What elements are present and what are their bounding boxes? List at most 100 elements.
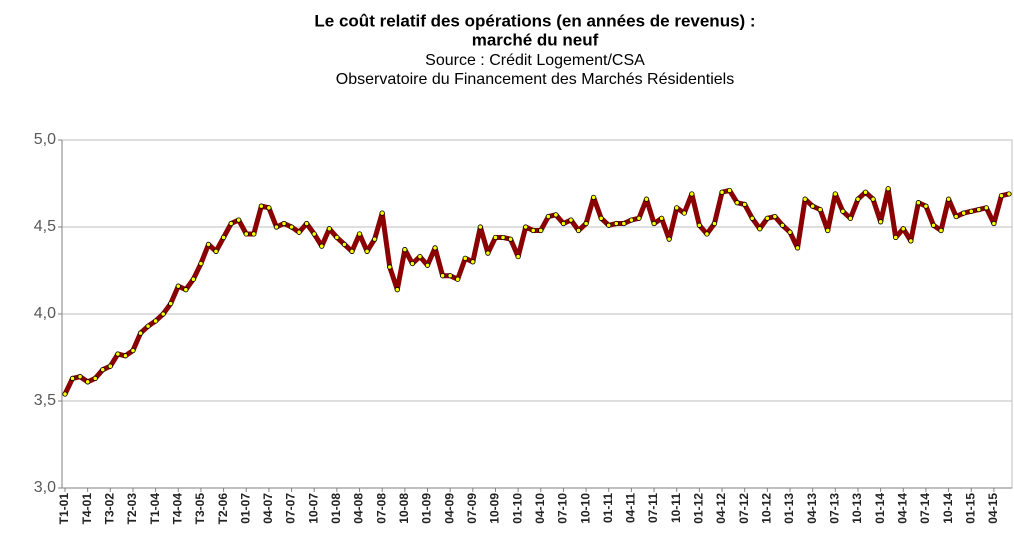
x-tick-label: 10-10 [578, 493, 592, 524]
point [749, 215, 755, 221]
point [462, 255, 468, 261]
point [908, 238, 914, 244]
point [455, 276, 461, 282]
point [870, 196, 876, 202]
point [606, 222, 612, 228]
point [424, 262, 431, 268]
point [296, 229, 302, 235]
x-tick-label: 04-08 [352, 493, 366, 524]
point [560, 220, 567, 227]
point [923, 203, 929, 209]
point [900, 226, 906, 232]
x-tick-label: 10-14 [941, 493, 955, 524]
point [817, 207, 823, 213]
point [742, 201, 748, 207]
point [130, 347, 136, 354]
x-tick-label: 07-13 [827, 493, 841, 524]
point [387, 264, 393, 270]
x-tick-label: T2-06 [216, 493, 230, 525]
point [243, 231, 249, 237]
point [213, 248, 219, 254]
point [515, 253, 521, 260]
source: Source : Crédit Logement/CSA [425, 52, 645, 69]
x-tick-label: T3-02 [102, 493, 116, 525]
x-tick-label: 04-11 [624, 493, 638, 523]
point [779, 222, 786, 228]
x-tick-label: T4-01 [80, 493, 94, 525]
point [356, 231, 363, 237]
point [545, 213, 551, 220]
x-tick-label: 04-15 [986, 493, 1000, 524]
x-tick-label: 04-09 [442, 493, 456, 524]
point [205, 241, 212, 247]
point [470, 259, 476, 265]
point [945, 196, 952, 202]
point [674, 205, 680, 211]
x-tick-label: 07-12 [737, 493, 751, 524]
y-tick-label: 3,0 [34, 479, 56, 496]
point [145, 323, 151, 329]
x-tick-label: 07-14 [918, 493, 932, 524]
x-tick-label: 01-13 [782, 493, 796, 524]
point [153, 318, 159, 324]
point [500, 234, 506, 241]
point [885, 186, 891, 192]
x-tick-label: T1-04 [148, 493, 162, 525]
point [643, 196, 650, 202]
point [507, 236, 514, 242]
point [220, 234, 227, 241]
point [553, 212, 559, 218]
point [681, 210, 687, 216]
x-tick-label: 01-15 [963, 493, 977, 524]
x-tick-label: 07-08 [374, 493, 388, 524]
point [379, 210, 385, 216]
x-tick-label: 10-12 [760, 493, 774, 524]
point [659, 215, 665, 221]
point [961, 210, 967, 216]
point [530, 227, 536, 234]
point [349, 248, 355, 254]
point [794, 245, 801, 251]
point [938, 227, 944, 234]
point [432, 245, 438, 251]
point [115, 351, 121, 357]
x-tick-label: 04-10 [533, 493, 547, 524]
point [825, 227, 831, 234]
point [628, 217, 635, 223]
point [787, 229, 793, 235]
x-tick-label: 10-11 [669, 493, 683, 523]
point [417, 253, 423, 260]
point [85, 379, 91, 385]
point [439, 273, 446, 279]
x-tick-label: 10-13 [850, 493, 864, 524]
y-tick-label: 4,0 [34, 305, 56, 322]
point [719, 189, 725, 195]
point [122, 353, 129, 359]
point [77, 374, 83, 380]
point [107, 363, 113, 369]
chart-subtitle: marché du neuf [472, 30, 599, 49]
x-tick-label: T2-03 [125, 493, 139, 525]
point [92, 375, 98, 381]
point [847, 215, 854, 221]
x-tick-label: 04-14 [895, 493, 909, 524]
point [236, 217, 242, 223]
point [266, 205, 272, 211]
point [409, 260, 415, 267]
point [764, 215, 770, 221]
point [651, 220, 657, 227]
point [893, 234, 899, 241]
point [228, 220, 234, 227]
point [636, 215, 642, 221]
point [757, 226, 763, 232]
point [190, 276, 196, 282]
point [810, 203, 816, 209]
point [840, 208, 846, 214]
x-tick-label: 04-12 [714, 493, 728, 524]
point [575, 227, 582, 234]
point [862, 189, 869, 195]
point [598, 215, 604, 221]
point [538, 227, 544, 234]
point [251, 231, 257, 237]
x-tick-label: 10-09 [488, 493, 502, 524]
